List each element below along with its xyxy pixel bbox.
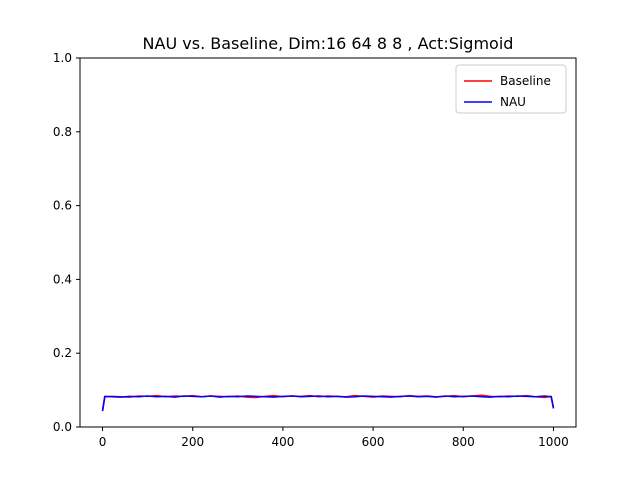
y-tick-label-1: 0.2	[53, 346, 72, 360]
x-tick-label-5: 1000	[538, 435, 569, 449]
x-tick-label-0: 0	[99, 435, 107, 449]
y-tick-label-3: 0.6	[53, 199, 72, 213]
legend: Baseline NAU	[455, 64, 567, 114]
plot-frame	[79, 57, 577, 428]
y-tick-label-5: 1.0	[53, 51, 72, 65]
series-line-nau	[101, 395, 555, 412]
legend-box	[455, 64, 567, 114]
y-tick-label-2: 0.4	[53, 272, 72, 286]
y-axis: 0.0 0.2 0.4 0.6 0.8 1.0	[53, 51, 80, 434]
x-tick-label-4: 800	[452, 435, 475, 449]
legend-label-baseline: Baseline	[500, 74, 551, 88]
x-axis: 0 200 400 600 800 1000	[99, 427, 569, 449]
x-tick-label-3: 600	[362, 435, 385, 449]
x-tick-label-1: 200	[181, 435, 204, 449]
y-tick-label-4: 0.8	[53, 125, 72, 139]
chart-title: NAU vs. Baseline, Dim:16 64 8 8 , Act:Si…	[143, 34, 514, 53]
y-tick-label-0: 0.0	[53, 420, 72, 434]
series-layer	[101, 394, 555, 412]
legend-label-nau: NAU	[500, 95, 526, 109]
x-tick-label-2: 400	[271, 435, 294, 449]
